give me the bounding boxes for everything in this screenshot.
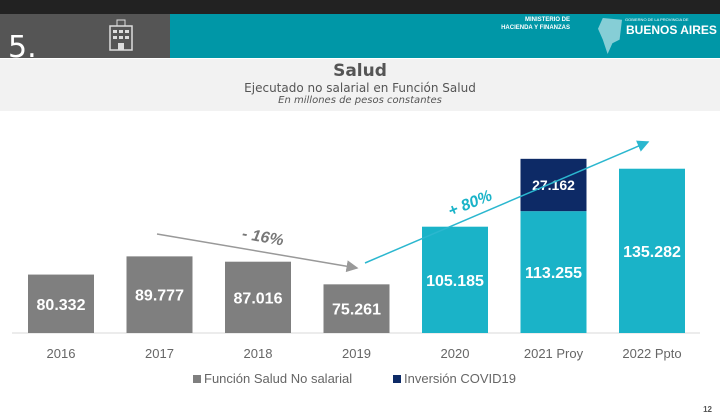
legend-label: Función Salud No salarial <box>204 371 353 386</box>
x-tick-label: 2018 <box>244 346 273 361</box>
hospital-icon <box>109 19 133 51</box>
bar-2017 <box>126 256 193 333</box>
legend-item-covid: Inversión COVID19 <box>393 371 516 386</box>
buenos-aires-logo: BUENOS AIRES <box>626 23 717 37</box>
x-tick-label: 2021 Proy <box>524 346 584 361</box>
legend-swatch <box>193 375 201 383</box>
bar-2022-Ppto <box>619 168 685 333</box>
x-tick-label: 2016 <box>47 346 76 361</box>
data-label: 105.185 <box>426 273 484 290</box>
page-number: 12 <box>703 405 712 414</box>
data-label: 80.332 <box>37 297 86 314</box>
bar-2019 <box>323 284 390 333</box>
data-label-covid: 27.162 <box>532 177 575 193</box>
data-label: 75.261 <box>332 302 381 319</box>
data-label: 89.777 <box>135 288 184 305</box>
legend-item-no-salarial: Función Salud No salarial <box>193 371 352 386</box>
bar-2020 <box>422 226 488 333</box>
x-tick-label: 2019 <box>342 346 371 361</box>
title-band: Salud Ejecutado no salarial en Función S… <box>0 59 720 111</box>
chart-title: Salud <box>333 61 387 81</box>
legend-label: Inversión COVID19 <box>404 371 516 386</box>
ministry-label: MINISTERIO DE HACIENDA Y FINANZAS <box>501 17 570 31</box>
x-tick-label: 2017 <box>145 346 174 361</box>
data-label: 135.282 <box>623 244 681 261</box>
increase-annotation: + 80% <box>446 187 495 220</box>
increase-arrow <box>364 140 650 264</box>
top-bar <box>0 0 720 14</box>
data-label: 113.255 <box>525 265 582 282</box>
bar-covid-2021-Proy <box>520 158 587 212</box>
x-tick-label: 2022 Ppto <box>622 346 681 361</box>
section-box: 5. <box>0 14 170 65</box>
bar-2021-Proy <box>520 211 587 333</box>
gov-label: GOBIERNO DE LA PROVINCIA DE <box>625 17 689 22</box>
bar-2018 <box>225 261 291 333</box>
chart-subtitle: Ejecutado no salarial en Función Salud <box>244 81 476 95</box>
header-bar <box>170 14 720 58</box>
decrease-annotation: - 16% <box>241 226 285 250</box>
decrease-arrow <box>156 233 359 273</box>
chart-note: En millones de pesos constantes <box>278 95 442 106</box>
data-label: 87.016 <box>234 290 283 307</box>
x-tick-label: 2020 <box>441 346 470 361</box>
legend-swatch <box>393 375 401 383</box>
bar-2016 <box>28 274 94 333</box>
